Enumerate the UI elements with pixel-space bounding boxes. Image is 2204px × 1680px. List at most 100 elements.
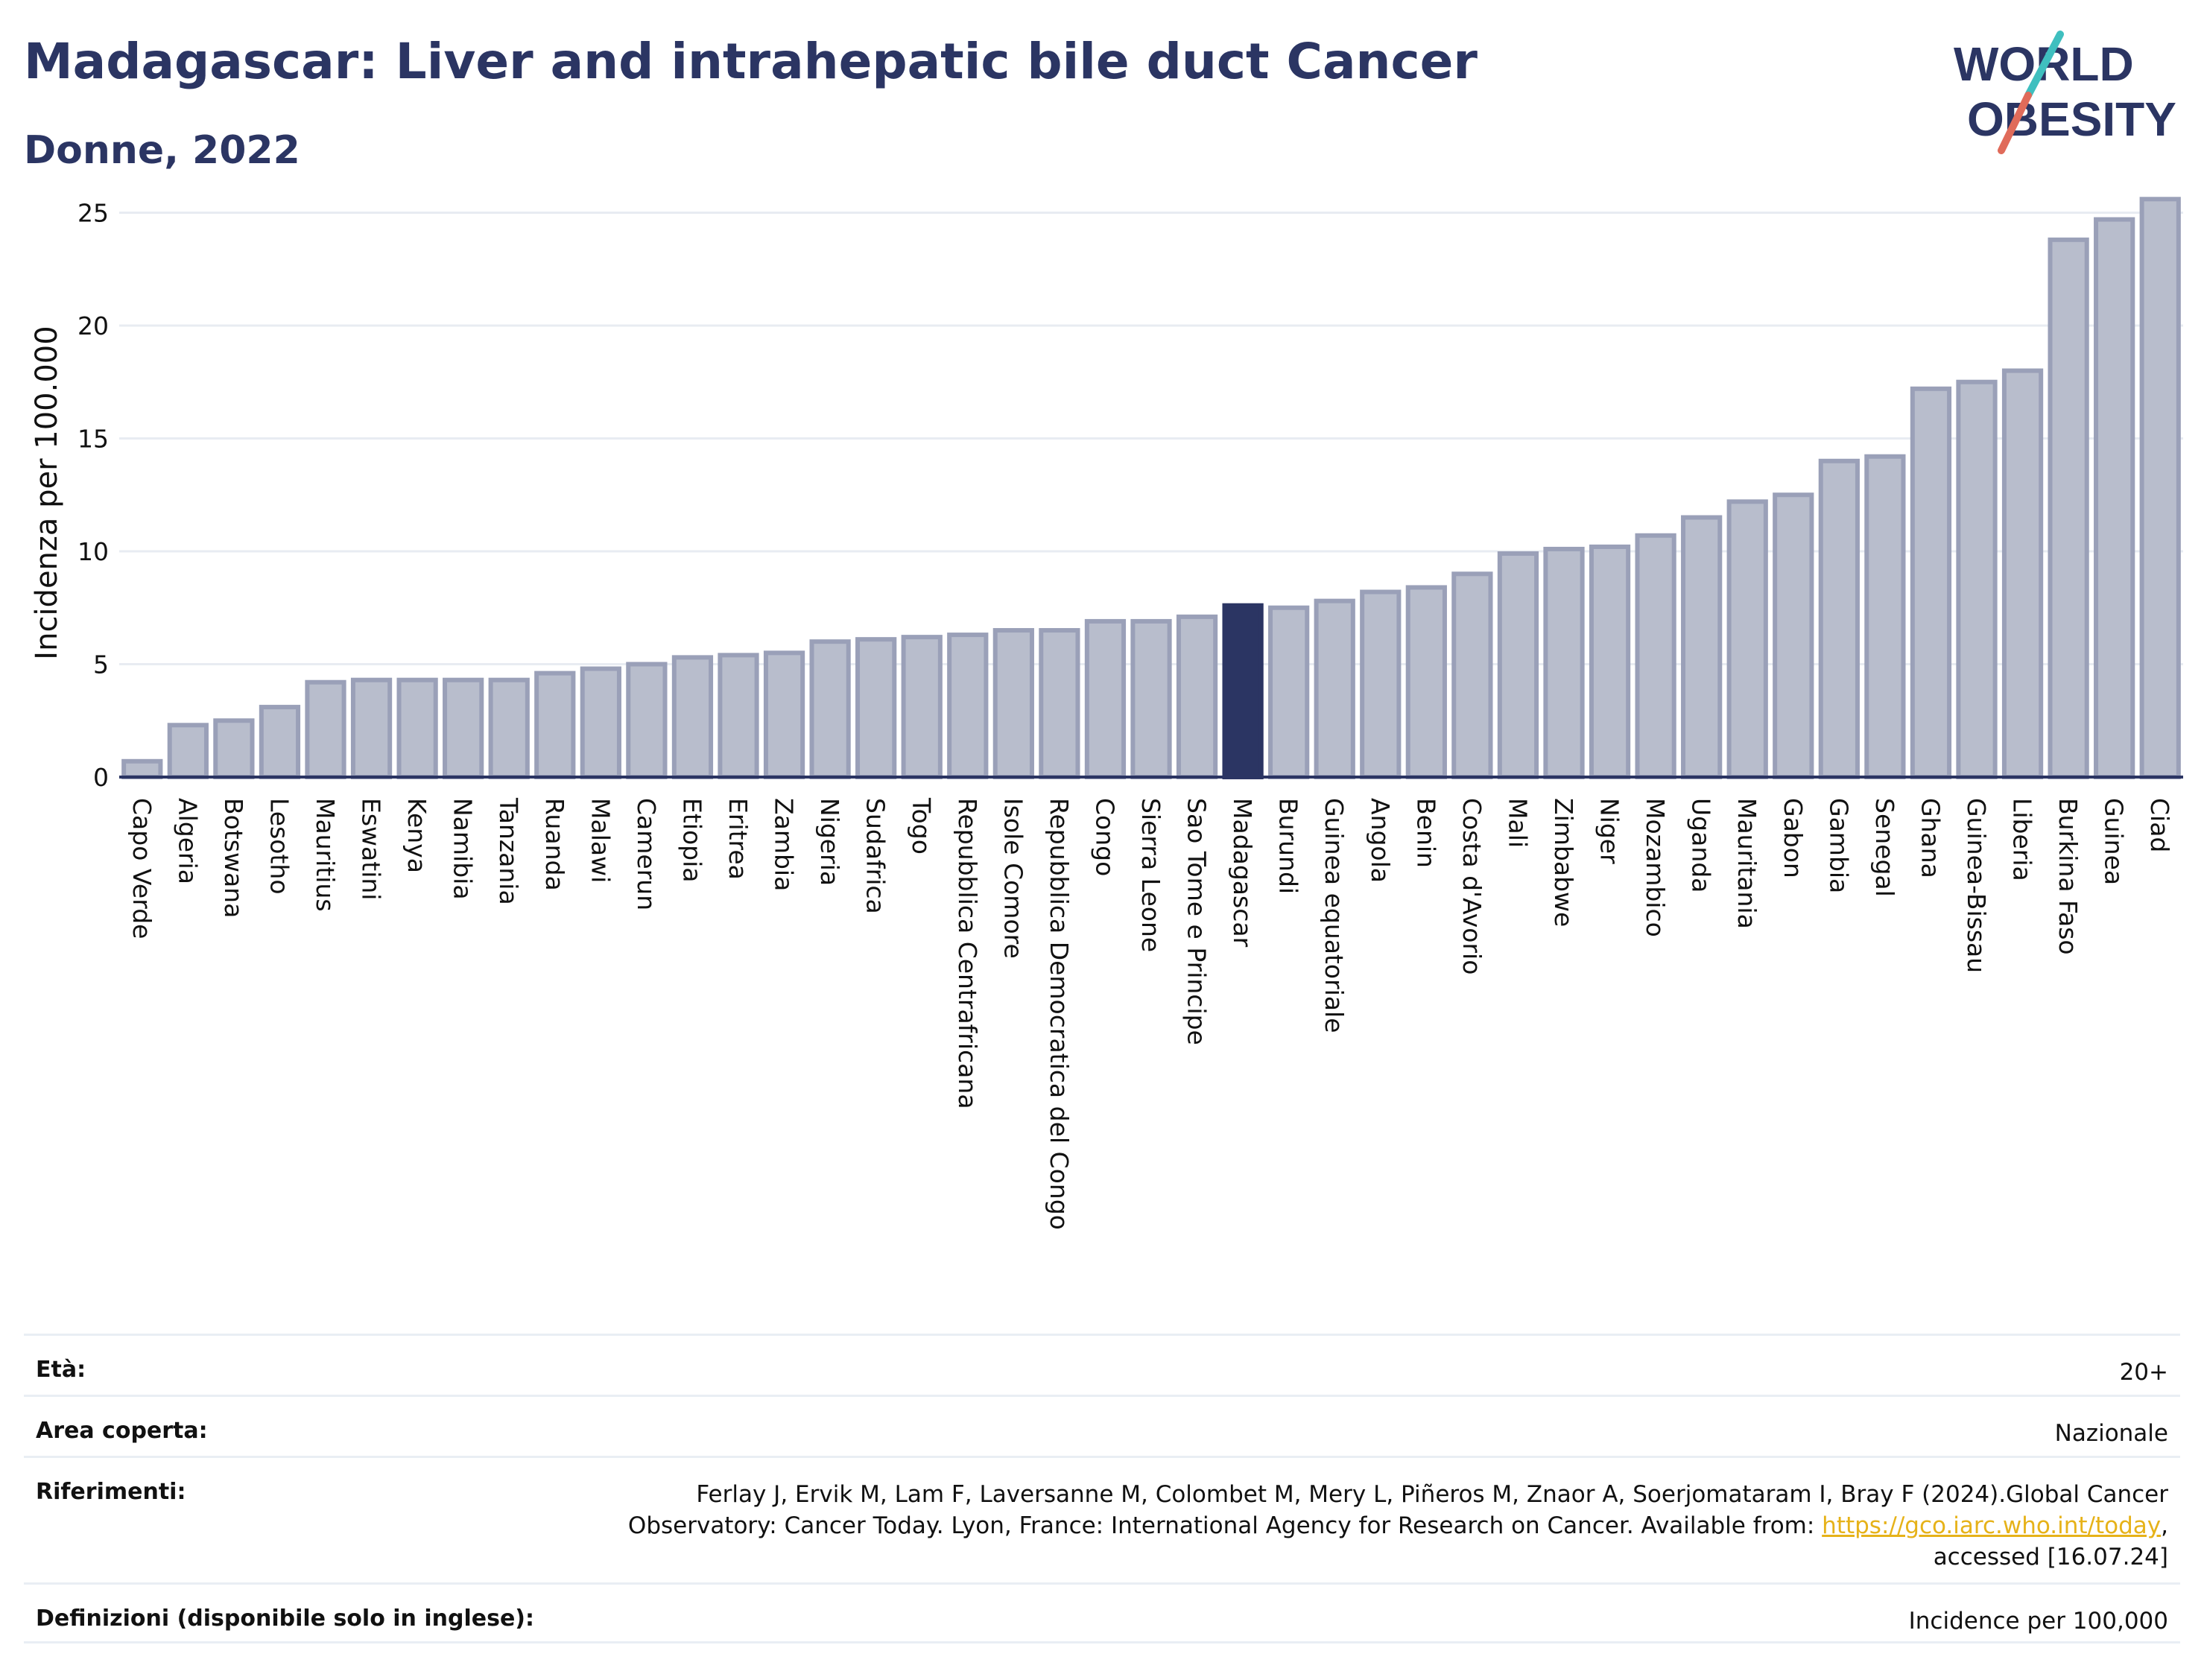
- x-tick-label: Ruanda: [540, 798, 569, 891]
- x-tick-label: Angola: [1366, 798, 1395, 883]
- bar: [396, 677, 438, 780]
- reference-link[interactable]: https://gco.iarc.who.int/today: [1822, 1512, 2162, 1539]
- bar: [671, 655, 714, 780]
- bar: [305, 679, 346, 779]
- x-tick-label: Uganda: [1687, 798, 1716, 893]
- bar: [1130, 618, 1172, 780]
- bar: [1405, 585, 1447, 780]
- x-tick-label: Etiopia: [677, 798, 706, 883]
- meta-label-age: Età:: [36, 1357, 86, 1383]
- x-tick-label: Madagascar: [1228, 798, 1257, 948]
- x-tick-label: Namibia: [449, 798, 478, 900]
- bar: [1773, 492, 1814, 780]
- bar: [121, 758, 163, 780]
- meta-row-definitions: Definizioni (disponibile solo in inglese…: [24, 1582, 2180, 1643]
- bar: [855, 637, 897, 780]
- meta-value-references: Ferlay J, Ervik M, Lam F, Laversanne M, …: [628, 1479, 2168, 1573]
- bar: [1451, 571, 1493, 779]
- x-tick-label: Liberia: [2008, 798, 2037, 881]
- bar: [2094, 217, 2135, 779]
- bar: [626, 662, 668, 779]
- meta-label-definitions: Definizioni (disponibile solo in inglese…: [36, 1605, 534, 1632]
- x-tick-label: Capo Verde: [127, 798, 156, 939]
- x-tick-label: Guinea equatoriale: [1320, 798, 1349, 1033]
- x-tick-label: Sao Tome e Principe: [1182, 798, 1212, 1045]
- x-tick-label: Lesotho: [265, 798, 294, 895]
- meta-label-references: Riferimenti:: [36, 1479, 186, 1505]
- bar: [809, 639, 851, 779]
- bar: [2048, 237, 2089, 779]
- x-tick-label: Niger: [1595, 798, 1624, 864]
- logo-slash-coral: [1998, 92, 2032, 154]
- x-tick-label: Eswatini: [357, 798, 386, 900]
- reference-line-3: accessed [16.07.24]: [1933, 1544, 2168, 1570]
- y-tick-label: 5: [93, 650, 109, 679]
- x-axis-labels: Capo Verde Algeria Botswana Lesotho Mauritiu…: [127, 797, 2174, 1230]
- x-tick-label: Zimbabwe: [1549, 798, 1578, 927]
- y-tick-label: 25: [77, 198, 109, 227]
- x-tick-label: Kenya: [402, 798, 431, 873]
- bar: [1084, 618, 1127, 780]
- x-tick-label: Nigeria: [815, 798, 844, 886]
- reference-line-2-end: ,: [2161, 1512, 2168, 1539]
- x-tick-label: Guinea: [2100, 798, 2129, 885]
- x-tick-label: Senegal: [1870, 798, 1899, 897]
- meta-label-area: Area coperta:: [36, 1418, 208, 1444]
- bar: [718, 653, 759, 779]
- bar: [1589, 544, 1631, 780]
- bar: [1360, 589, 1402, 780]
- x-tick-label: Zambia: [770, 798, 799, 891]
- x-tick-label: Mauritania: [1732, 798, 1761, 929]
- x-tick-label: Guinea-Bissau: [1962, 798, 1991, 973]
- meta-row-area: Area coperta: Nazionale: [24, 1395, 2180, 1456]
- bar: [2139, 197, 2181, 779]
- x-tick-label: Burundi: [1274, 798, 1303, 894]
- bar: [992, 628, 1034, 779]
- bar: [1039, 628, 1080, 779]
- bar: [1176, 614, 1218, 780]
- x-tick-label: Ghana: [1916, 798, 1945, 878]
- bar: [1956, 379, 1998, 779]
- bar: [1726, 499, 1768, 779]
- x-tick-label: Camerun: [632, 798, 661, 910]
- bar: [1681, 515, 1723, 780]
- x-tick-label: Burkina Faso: [2053, 798, 2083, 955]
- x-tick-label: Sierra Leone: [1136, 798, 1165, 952]
- bar: [901, 635, 943, 779]
- x-tick-label: Gambia: [1824, 798, 1853, 893]
- bar: [259, 705, 301, 779]
- x-tick-label: Mozambico: [1641, 798, 1670, 937]
- x-tick-label: Botswana: [219, 798, 248, 918]
- bar-highlight: [1222, 603, 1264, 780]
- x-tick-label: Costa d'Avorio: [1457, 798, 1486, 974]
- page-subtitle: Donne, 2022: [24, 128, 300, 173]
- bar: [763, 650, 805, 779]
- x-tick-label: Mali: [1503, 798, 1532, 848]
- bar: [1910, 386, 1952, 779]
- x-tick-label: Sudafrica: [861, 798, 890, 914]
- y-axis-ticks: 0 5 10 15 20 25: [77, 198, 109, 792]
- x-tick-label: Mauritius: [311, 798, 340, 912]
- x-tick-label: Tanzania: [494, 797, 523, 905]
- bar: [1314, 598, 1355, 779]
- bar: [350, 677, 393, 780]
- bar: [947, 633, 989, 779]
- page-title: Madagascar: Liver and intrahepatic bile …: [24, 33, 1478, 90]
- bar: [488, 677, 530, 780]
- x-tick-label: Malawi: [586, 798, 615, 883]
- world-obesity-logo: WORLD OBESITY: [1954, 31, 2176, 154]
- meta-value-area: Nazionale: [2054, 1420, 2168, 1447]
- x-tick-label: Togo: [907, 797, 936, 855]
- x-tick-label: Repubblica Democratica del Congo: [1045, 798, 1074, 1230]
- x-tick-label: Eritrea: [723, 798, 753, 880]
- bar: [1864, 454, 1906, 779]
- bar: [1268, 605, 1310, 779]
- x-tick-label: Ciad: [2145, 798, 2174, 852]
- x-tick-label: Congo: [1090, 798, 1119, 876]
- y-tick-label: 10: [77, 537, 109, 566]
- bar: [580, 666, 621, 780]
- meta-row-age: Età: 20+: [24, 1334, 2180, 1395]
- x-tick-label: Algeria: [173, 798, 202, 884]
- bar: [167, 723, 209, 779]
- bar: [213, 718, 255, 780]
